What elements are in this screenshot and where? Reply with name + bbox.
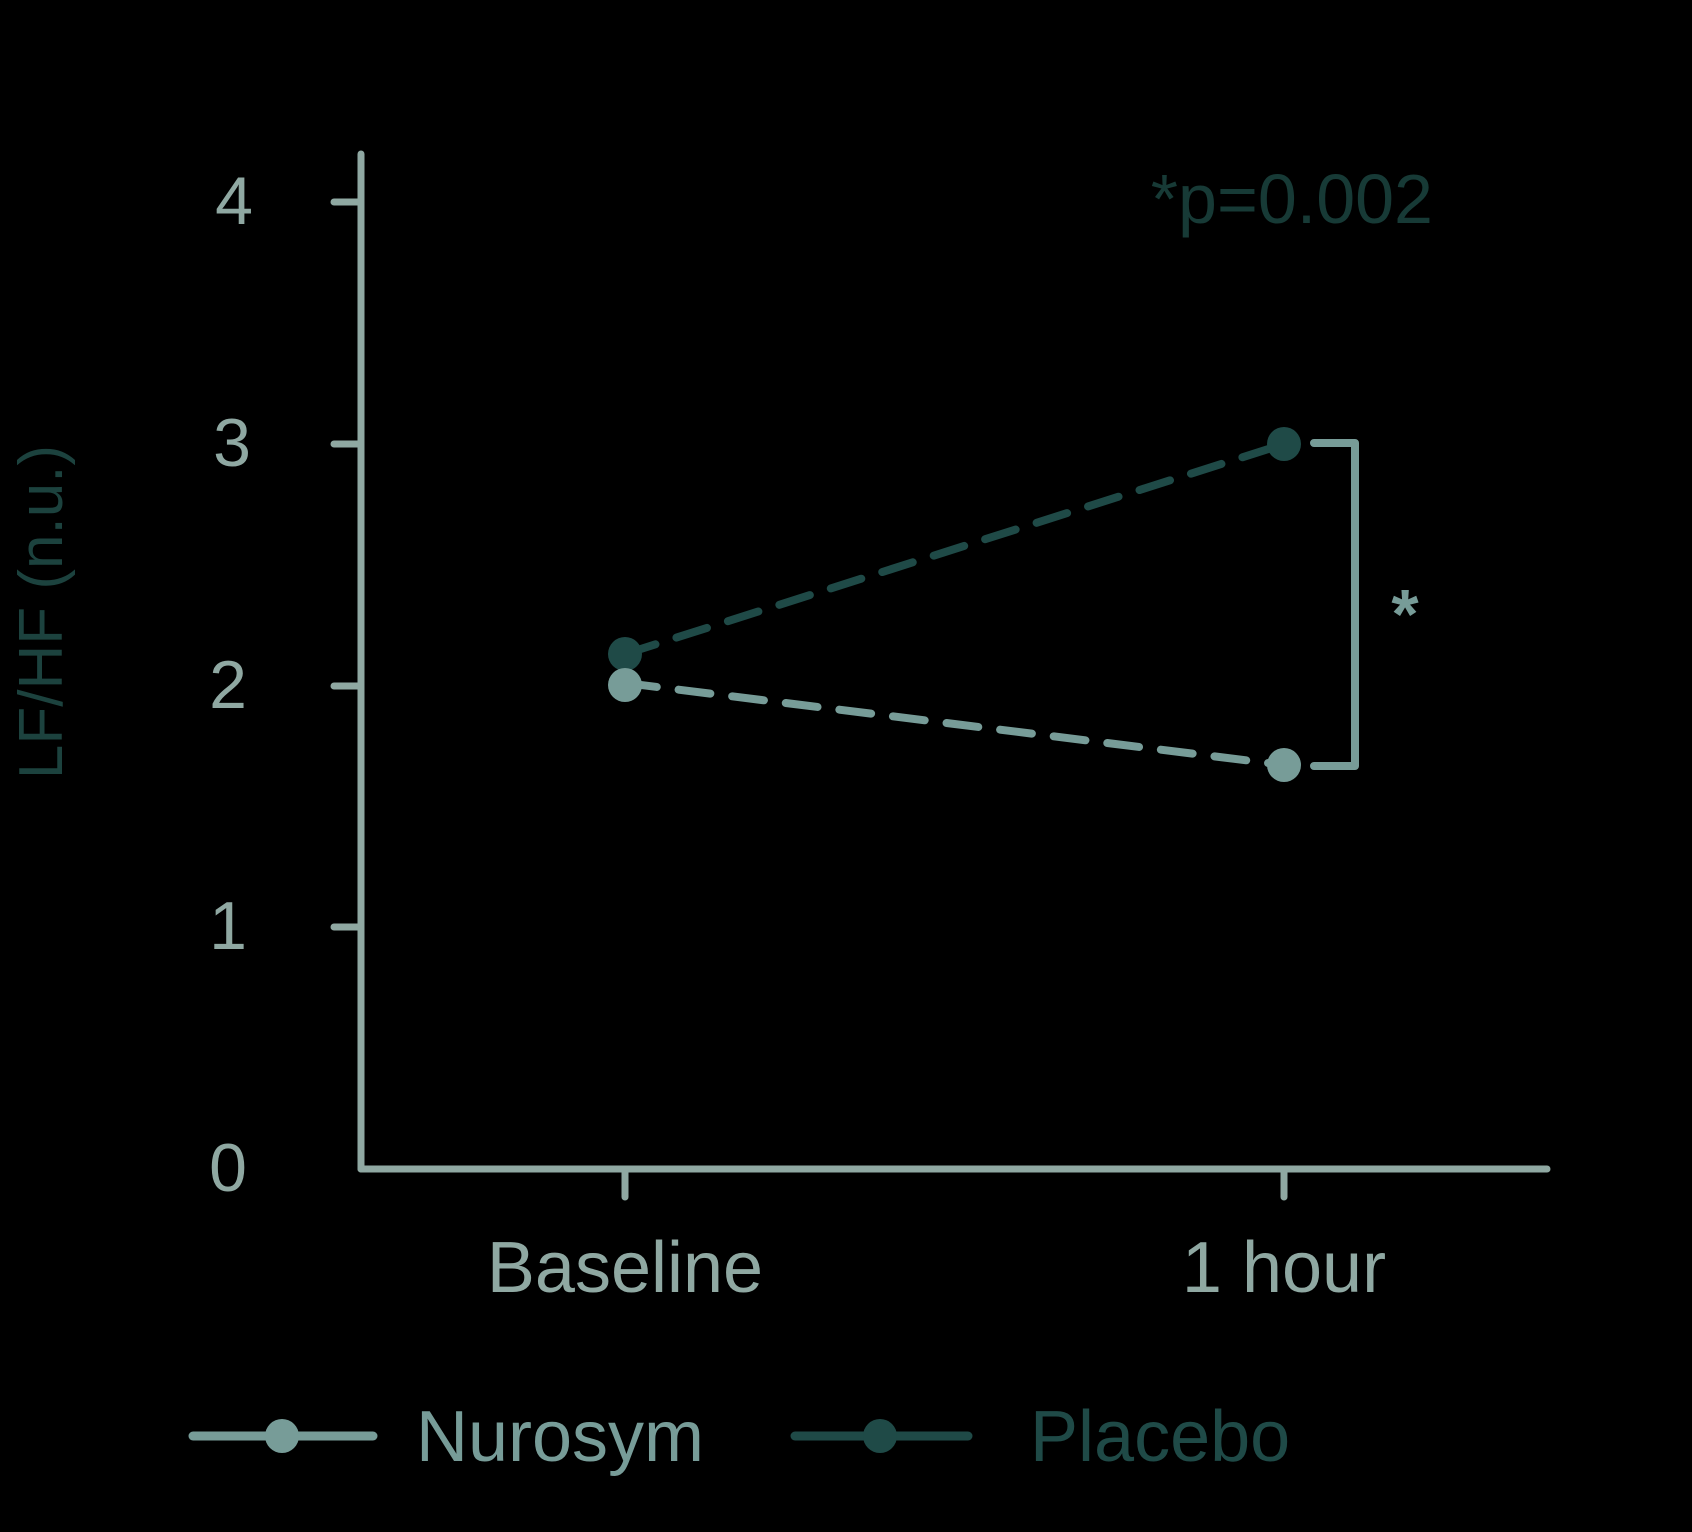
significance-asterisk: * — [1391, 575, 1419, 653]
p-value-annotation: *p=0.002 — [1151, 160, 1433, 238]
significance-bracket — [1310, 439, 1359, 770]
placebo-series-line — [621, 440, 1288, 658]
legend-nurosym-label: Nurosym — [416, 1397, 704, 1477]
y-axis-label: LF/HF (n.u.) — [7, 445, 76, 779]
legend-item-placebo: Placebo — [790, 1397, 1290, 1477]
y-tick-label: 0 — [209, 1130, 247, 1206]
nurosym-point-baseline — [608, 668, 642, 702]
y-tick-label: 1 — [209, 888, 247, 964]
legend-item-nurosym: Nurosym — [188, 1397, 704, 1477]
y-tick-label: 3 — [213, 405, 251, 481]
nurosym-series-line — [621, 679, 1288, 769]
y-tick-label: 4 — [215, 163, 253, 239]
placebo-point-1-hour — [1267, 427, 1301, 461]
legend-placebo-marker-icon — [863, 1419, 897, 1453]
legend-nurosym-marker-icon — [265, 1419, 299, 1453]
placebo-point-baseline — [608, 637, 642, 671]
nurosym-point-1-hour — [1267, 748, 1301, 782]
y-tick-label: 2 — [209, 647, 247, 723]
x-category-label: 1 hour — [1182, 1228, 1386, 1308]
legend-placebo-label: Placebo — [1030, 1397, 1290, 1477]
legend: Nurosym Placebo — [188, 1397, 1290, 1477]
axes — [330, 150, 1551, 1201]
x-category-label: Baseline — [487, 1228, 763, 1308]
